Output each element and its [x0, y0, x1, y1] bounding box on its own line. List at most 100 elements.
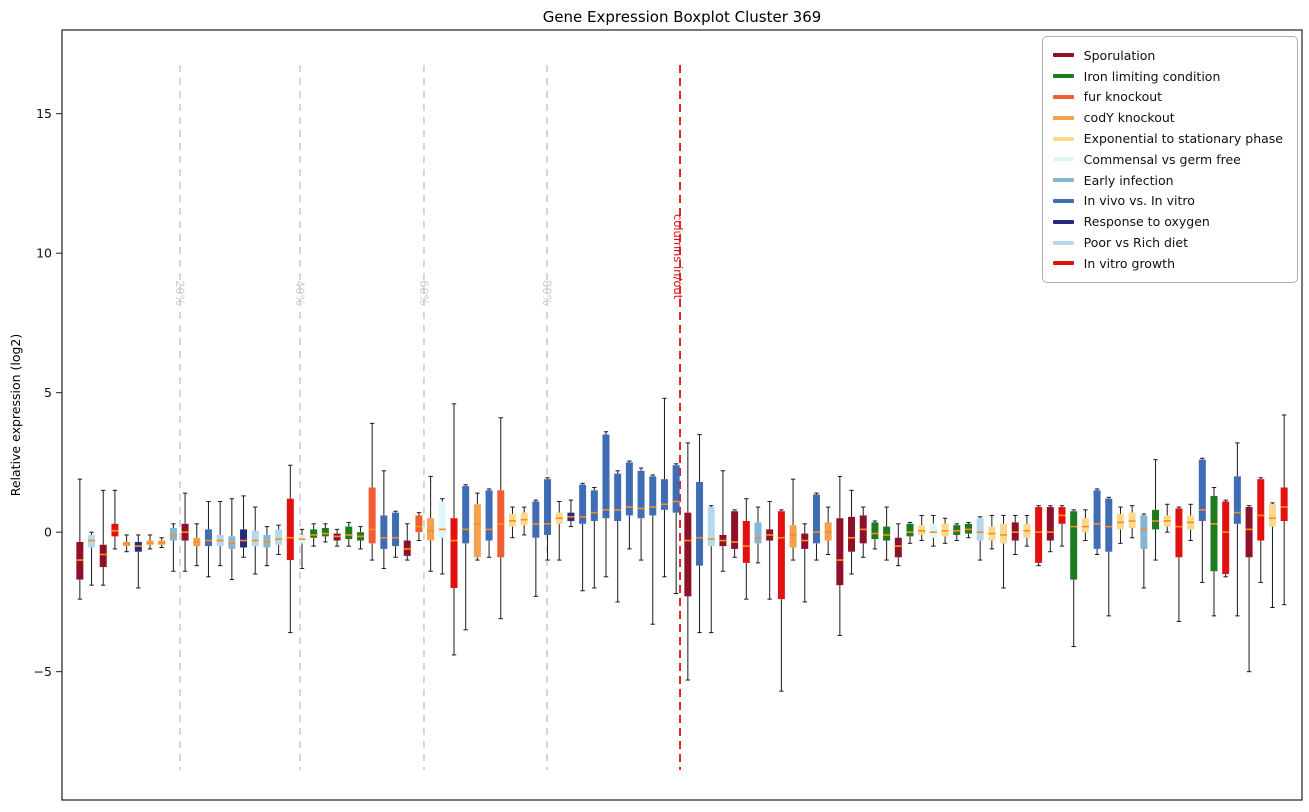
box-group-invivo	[812, 492, 820, 561]
box-group-iron	[964, 521, 972, 539]
iqr-box	[415, 515, 423, 533]
box-group-invivo	[672, 463, 680, 595]
box-group-early	[169, 523, 177, 572]
percent-gridline-label: 40%	[293, 280, 307, 306]
box-group-poor_rich	[976, 516, 984, 561]
box-group-invitro	[450, 403, 458, 656]
box-group-invitro	[1058, 505, 1066, 547]
percent-gridline-label: 20%	[173, 280, 187, 306]
box-group-sporulation	[181, 492, 189, 572]
iqr-box	[544, 479, 552, 535]
legend-label: Poor vs Rich diet	[1083, 235, 1188, 251]
box-group-fur	[368, 422, 376, 561]
box-group-expo	[1128, 505, 1136, 539]
iqr-box	[707, 507, 715, 547]
legend-swatch-icon	[1052, 198, 1074, 203]
y-tick-label: 0	[44, 525, 52, 540]
iqr-box	[812, 494, 820, 544]
box-group-iron	[871, 520, 879, 550]
iqr-box	[275, 529, 283, 545]
box-group-expo	[508, 506, 516, 539]
box-group-expo	[1163, 503, 1171, 533]
box-group-cody	[146, 534, 154, 550]
box-group-sporulation	[99, 489, 107, 586]
iqr-box	[836, 518, 844, 586]
box-group-sporulation	[766, 500, 774, 600]
iqr-box	[1222, 501, 1230, 575]
legend-swatch-icon	[1052, 94, 1074, 99]
iqr-box	[1152, 509, 1160, 530]
box-group-invivo	[602, 431, 610, 578]
iqr-box	[392, 512, 400, 547]
iqr-box	[1233, 476, 1241, 524]
box-group-expo	[1081, 509, 1089, 542]
box-group-invivo	[544, 477, 552, 561]
axes-frame	[61, 29, 1303, 801]
box-group-expo	[1116, 506, 1124, 544]
box-group-cody	[824, 506, 832, 555]
legend-item-oxygen: Response to oxygen	[1052, 211, 1283, 232]
box-group-expo	[1023, 514, 1031, 547]
iqr-box	[1105, 498, 1113, 552]
box-group-commensal	[298, 528, 306, 569]
box-group-iron	[321, 523, 329, 543]
box-group-invivo	[660, 397, 668, 578]
box-group-invivo	[696, 434, 704, 634]
box-group-invivo	[204, 500, 212, 578]
legend-label: In vivo vs. In vitro	[1083, 193, 1195, 209]
box-group-invitro	[1222, 499, 1230, 578]
legend-item-poor_rich: Poor vs Rich diet	[1052, 232, 1283, 253]
iqr-box	[240, 529, 248, 548]
iqr-box	[1046, 507, 1054, 541]
box-group-cody	[427, 475, 435, 572]
box-group-poor_rich	[707, 505, 715, 634]
box-group-iron	[906, 521, 914, 544]
percent-gridline-label: 60%	[417, 280, 431, 306]
iqr-box	[1070, 511, 1078, 580]
box-group-invivo	[485, 488, 493, 558]
box-group-invivo	[392, 510, 400, 558]
iqr-box	[380, 515, 388, 549]
iqr-box	[672, 465, 680, 513]
box-group-invivo	[462, 484, 470, 631]
iqr-box	[99, 544, 107, 568]
iqr-box	[848, 516, 856, 552]
box-group-sporulation	[1011, 514, 1019, 555]
legend-swatch-icon	[1052, 53, 1074, 58]
legend-item-invitro: In vitro growth	[1052, 253, 1283, 274]
legend-label: Response to oxygen	[1083, 214, 1210, 230]
iqr-box	[450, 518, 458, 588]
box-group-expo	[1268, 502, 1276, 608]
iqr-box	[1257, 479, 1265, 541]
iqr-box	[321, 527, 329, 537]
legend-swatch-icon	[1052, 261, 1074, 266]
box-group-iron	[310, 523, 318, 547]
legend-item-sporulation: Sporulation	[1052, 45, 1283, 66]
iqr-box	[310, 529, 318, 538]
iqr-box	[929, 523, 937, 538]
legend-label: Sporulation	[1083, 47, 1156, 63]
iqr-box	[625, 462, 633, 516]
box-group-oxygen	[134, 534, 142, 589]
box-group-poor_rich	[275, 524, 283, 555]
box-group-iron	[1152, 459, 1160, 561]
cutoff-line-label: columns in/out	[671, 214, 685, 300]
iqr-box	[684, 512, 692, 597]
box-group-iron	[953, 523, 961, 542]
iqr-box	[1000, 523, 1008, 544]
iqr-box	[777, 511, 785, 600]
legend-swatch-icon	[1052, 115, 1074, 120]
box-group-sporulation	[76, 478, 84, 600]
iqr-box	[204, 529, 212, 547]
box-group-early	[263, 526, 271, 567]
iqr-box	[614, 473, 622, 522]
box-group-invitro	[1175, 506, 1183, 622]
box-group-invivo	[614, 470, 622, 603]
iqr-box	[1035, 507, 1043, 563]
iqr-box	[532, 501, 540, 538]
legend-label: In vitro growth	[1083, 255, 1176, 271]
iqr-box	[1210, 495, 1218, 572]
iqr-box	[251, 530, 259, 547]
box-group-iron	[1070, 509, 1078, 648]
